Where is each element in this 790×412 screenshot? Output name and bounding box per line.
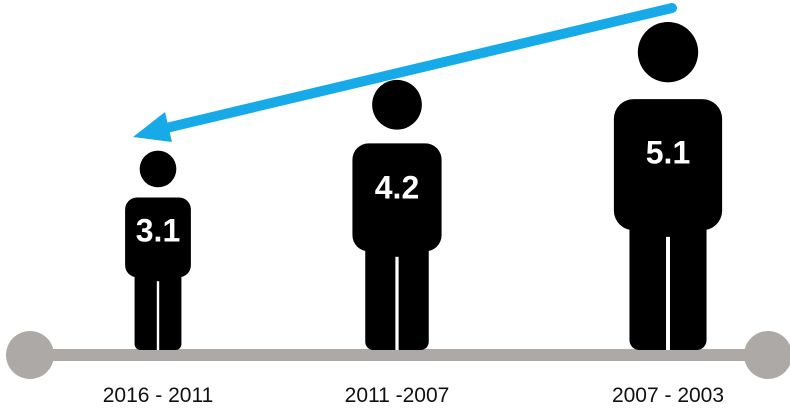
person-figure-3: 5.1 xyxy=(613,21,723,350)
person-head-3 xyxy=(637,21,699,83)
person-figure-1: 3.1 xyxy=(125,150,191,350)
person-torso-1 xyxy=(125,197,191,278)
value-label-1: 3.1 xyxy=(136,212,180,248)
value-label-2: 4.2 xyxy=(375,170,419,206)
trend-arrow-shaft xyxy=(157,3,677,134)
person-torso-3 xyxy=(613,99,723,231)
trend-arrow xyxy=(133,3,677,142)
timeline-endpoint-left xyxy=(6,331,54,379)
category-label-1: 2016 - 2011 xyxy=(103,384,214,407)
category-labels: 2016 - 2011 2011 -2007 2007 - 2003 xyxy=(103,384,724,407)
person-torso-2 xyxy=(352,143,442,252)
timeline-axis xyxy=(6,331,790,379)
person-head-2 xyxy=(372,79,422,130)
timeline-endpoint-right xyxy=(744,331,790,379)
person-leg-gap-1 xyxy=(156,281,160,350)
category-label-3: 2007 - 2003 xyxy=(612,384,724,407)
person-figures: 3.1 4.2 5.1 xyxy=(125,21,723,350)
person-leg-gap-2 xyxy=(395,256,399,350)
value-label-3: 5.1 xyxy=(646,135,690,171)
category-label-2: 2011 -2007 xyxy=(345,384,450,407)
person-leg-gap-3 xyxy=(666,236,670,350)
trend-arrow-head xyxy=(133,112,172,142)
person-figure-2: 4.2 xyxy=(352,79,442,350)
person-head-1 xyxy=(139,150,177,188)
